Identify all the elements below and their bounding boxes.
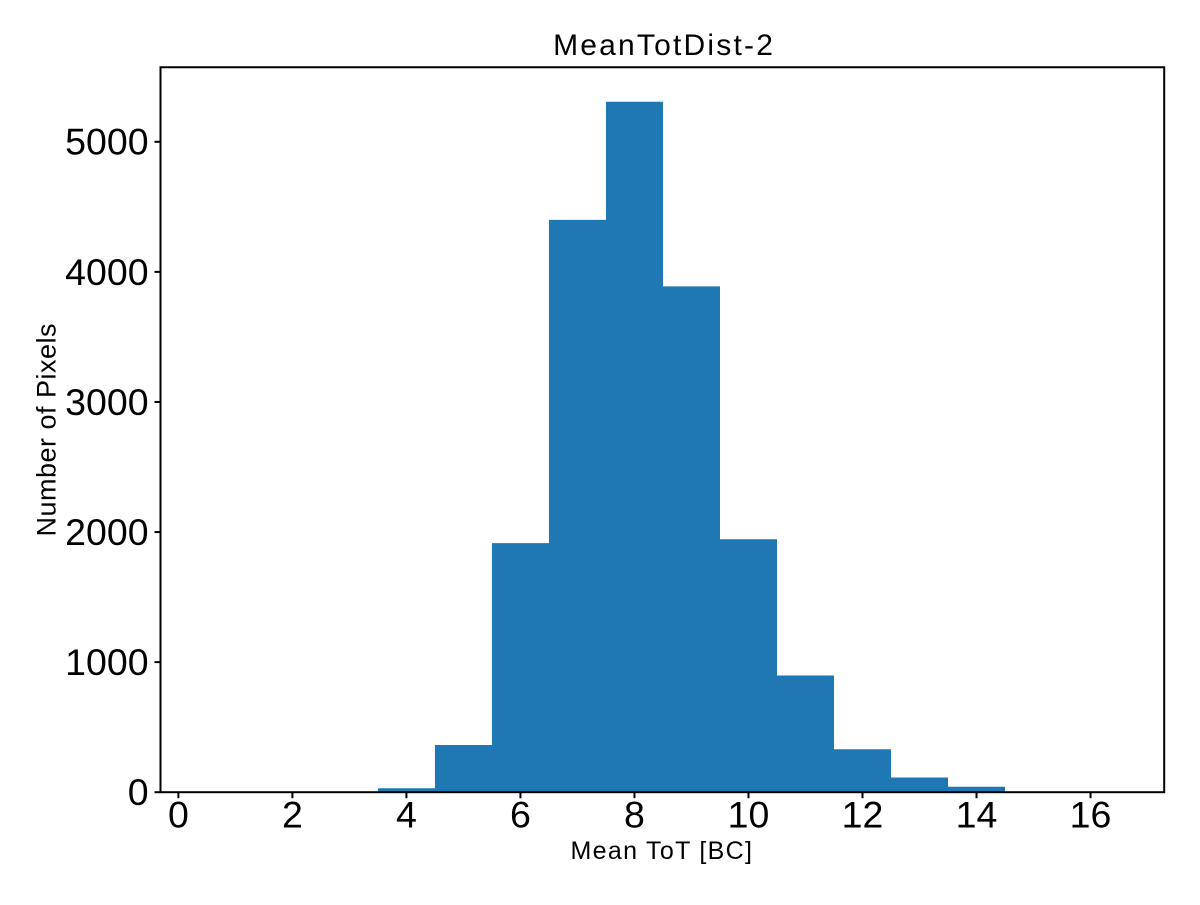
- svg-text:0: 0: [168, 794, 189, 836]
- svg-text:5000: 5000: [65, 121, 148, 163]
- svg-text:4: 4: [396, 794, 417, 836]
- svg-text:Mean ToT [BC]: Mean ToT [BC]: [571, 837, 754, 865]
- svg-text:6: 6: [510, 794, 531, 836]
- svg-text:1000: 1000: [65, 641, 148, 683]
- svg-text:4000: 4000: [65, 251, 148, 293]
- svg-text:Number of Pixels: Number of Pixels: [31, 323, 61, 537]
- svg-text:14: 14: [956, 794, 998, 836]
- svg-text:16: 16: [1070, 794, 1112, 836]
- svg-text:12: 12: [842, 794, 884, 836]
- svg-text:10: 10: [728, 794, 770, 836]
- svg-text:2000: 2000: [65, 511, 148, 553]
- svg-text:MeanTotDist-2: MeanTotDist-2: [553, 29, 775, 62]
- svg-text:8: 8: [624, 794, 645, 836]
- svg-text:0: 0: [128, 771, 149, 813]
- svg-text:3000: 3000: [65, 381, 148, 423]
- svg-text:2: 2: [282, 794, 303, 836]
